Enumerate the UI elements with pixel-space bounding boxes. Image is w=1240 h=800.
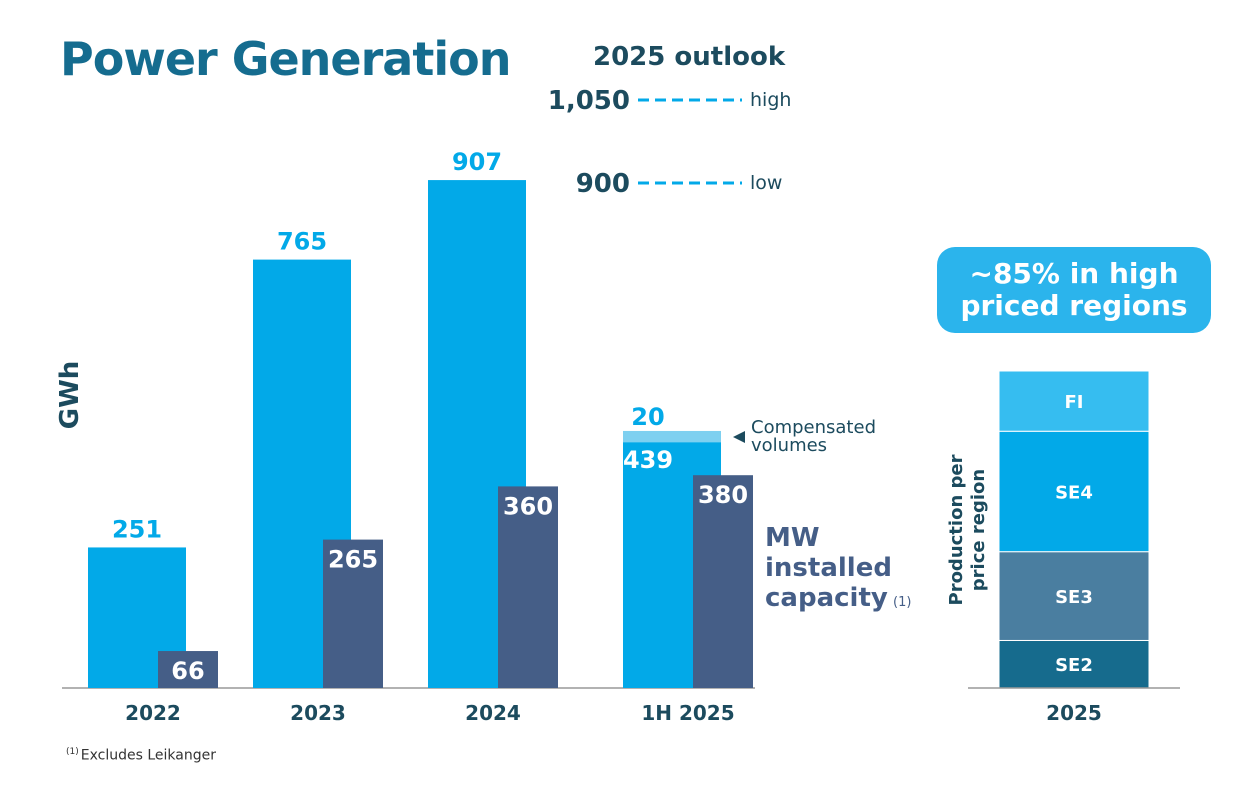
outlook-line-label: low	[750, 172, 782, 194]
capacity-value-label: 265	[328, 546, 378, 574]
region-segment-fi	[998, 370, 1150, 432]
capacity-value-label: 380	[698, 481, 748, 509]
y-axis-label: GWh	[55, 361, 85, 430]
region-segment-label: SE2	[1055, 655, 1093, 676]
callout-text: ~85% in high priced regions	[960, 257, 1188, 322]
generation-value-label: 439	[623, 446, 673, 474]
region-segment-label: SE3	[1055, 587, 1093, 608]
outlook-line-label: high	[750, 89, 791, 111]
region-segment-label: FI	[1065, 392, 1084, 413]
compensated-bar	[623, 430, 721, 443]
capacity-value-label: 66	[171, 657, 204, 685]
x-tick-label: 1H 2025	[641, 701, 734, 725]
compensated-arrow-icon	[733, 430, 745, 443]
generation-value-label: 907	[452, 148, 502, 176]
region-segment-label: SE4	[1055, 482, 1093, 503]
capacity-legend-marker: (1)	[893, 595, 911, 610]
capacity-bar	[498, 486, 558, 688]
page-title: Power Generation	[60, 32, 511, 86]
region-segment-se4	[998, 430, 1150, 553]
capacity-legend-label: installed	[765, 553, 892, 583]
compensated-annotation: Compensated	[751, 417, 876, 438]
region-segment-se3	[998, 551, 1150, 641]
capacity-bar	[158, 651, 218, 688]
outlook-title: 2025 outlook	[593, 42, 786, 72]
compensated-value-label: 20	[631, 403, 664, 431]
generation-value-label: 251	[112, 515, 162, 543]
region-x-tick-label: 2025	[1046, 701, 1102, 725]
x-tick-label: 2024	[465, 701, 521, 725]
capacity-legend-label: capacity	[765, 583, 888, 613]
capacity-legend-label: MW	[765, 523, 820, 553]
outlook-value-label: 1,050	[548, 86, 630, 116]
region-y-axis-label: Production per	[946, 454, 967, 605]
outlook-value-label: 900	[576, 169, 630, 199]
footnote-text: Excludes Leikanger	[80, 747, 216, 764]
capacity-bar	[323, 539, 383, 688]
x-tick-label: 2022	[125, 701, 181, 725]
regions-callout: ~85% in high priced regions	[937, 247, 1211, 333]
capacity-value-label: 360	[503, 492, 553, 520]
generation-value-label: 765	[277, 228, 327, 256]
region-y-axis-label: price region	[968, 469, 989, 591]
compensated-annotation: volumes	[751, 435, 827, 456]
footnote: (1) Excludes Leikanger	[66, 747, 216, 764]
x-tick-label: 2023	[290, 701, 346, 725]
footnote-marker: (1)	[66, 747, 79, 757]
capacity-bar	[693, 475, 753, 688]
